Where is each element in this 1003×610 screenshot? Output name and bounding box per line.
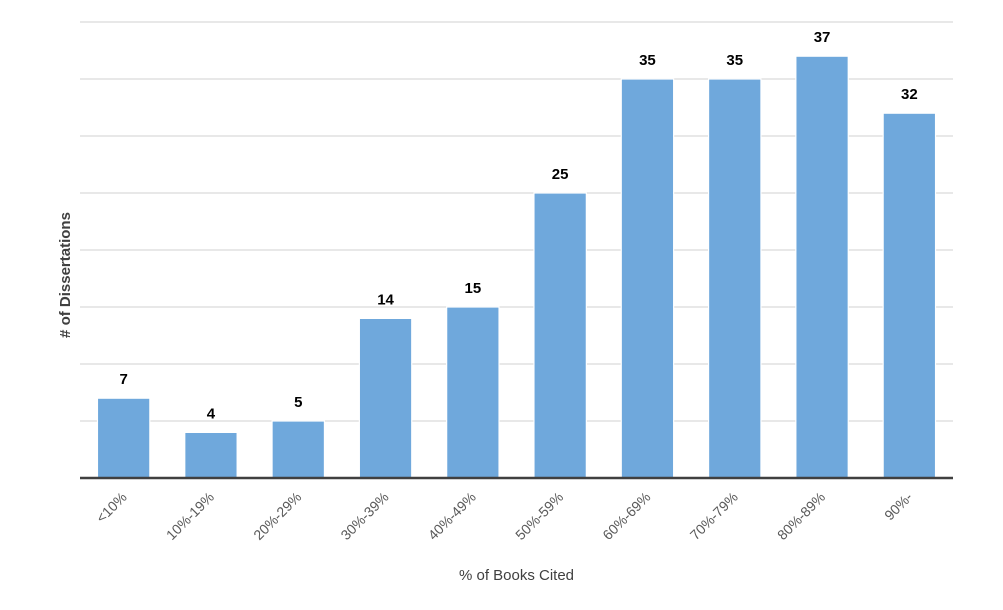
bar [795, 55, 849, 479]
x-tick-label: 10%-19% [163, 489, 217, 543]
data-label: 35 [726, 52, 743, 69]
x-tick-label: 80%-89% [774, 489, 828, 543]
data-label: 4 [207, 405, 216, 422]
x-tick-label: 50%-59% [512, 489, 566, 543]
x-tick-label: 30%-39% [337, 489, 391, 543]
data-labels: 7 4 5 14 15 25 35 35 37 32 [119, 29, 917, 422]
data-label: 37 [814, 29, 831, 46]
data-label: 14 [377, 291, 394, 308]
x-tick-label: 40%-49% [425, 489, 479, 543]
bar [96, 397, 151, 479]
x-tick-label: 70%-79% [687, 489, 741, 543]
data-label: 25 [552, 166, 569, 183]
bar [620, 78, 675, 479]
x-tick-label: 60%-69% [599, 489, 653, 543]
data-label: 15 [465, 280, 482, 297]
y-axis-title: # of Dissertations [57, 212, 74, 338]
bar [533, 192, 587, 479]
x-tick-label: 20%-29% [250, 489, 304, 543]
data-label: 35 [639, 52, 656, 69]
x-axis-title: % of Books Cited [459, 567, 574, 584]
data-label: 32 [901, 86, 918, 103]
bars [96, 55, 937, 479]
x-tick-label: 90%- [881, 489, 916, 524]
data-label: 7 [119, 371, 127, 388]
x-tick-label: <10% [93, 489, 130, 526]
bar [707, 78, 762, 479]
gridlines [80, 21, 953, 422]
data-label: 5 [294, 394, 302, 411]
bar [358, 317, 413, 479]
bar [271, 420, 326, 479]
bar [882, 112, 937, 479]
x-tick-labels: <10% 10%-19% 20%-29% 30%-39% 40%-49% 50%-59% 6… [93, 489, 916, 543]
bar [184, 431, 238, 479]
bar [446, 306, 500, 479]
